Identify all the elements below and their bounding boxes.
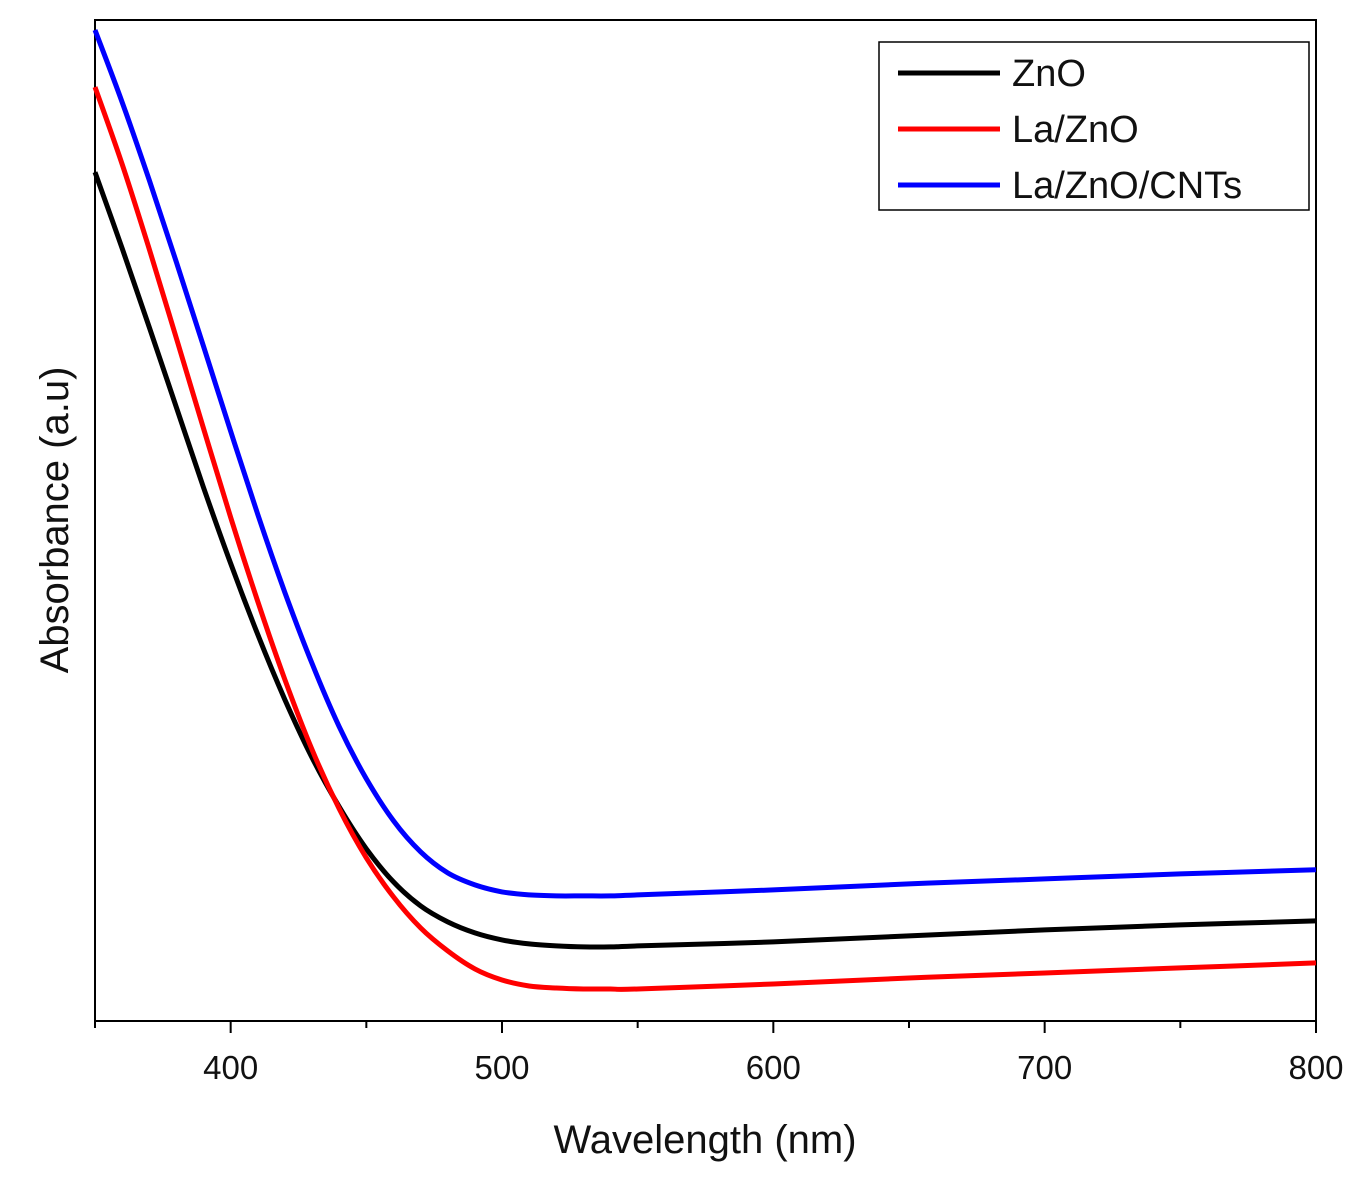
- y-axis-title: Absorbance (a.u): [33, 367, 77, 674]
- x-tick-label: 800: [1288, 1049, 1343, 1086]
- legend: ZnO La/ZnO La/ZnO/CNTs: [878, 41, 1310, 211]
- legend-label-2: La/ZnO/CNTs: [1012, 165, 1242, 207]
- series-line-1: [92, 86, 1317, 992]
- x-tick-label: 600: [746, 1049, 801, 1086]
- x-tick-label: 500: [474, 1049, 529, 1086]
- x-axis-ticks: 400 500 600 700 800: [94, 1021, 1344, 1086]
- x-tick-label: 700: [1017, 1049, 1072, 1086]
- x-tick-label: 400: [203, 1049, 258, 1086]
- plot-frame: [94, 19, 1317, 1022]
- legend-box: [878, 41, 1310, 211]
- series-line-2: [92, 29, 1317, 899]
- legend-label-1: La/ZnO: [1012, 109, 1139, 151]
- legend-label-0: ZnO: [1012, 53, 1086, 95]
- series-line-0: [92, 171, 1317, 950]
- x-axis-title: Wavelength (nm): [553, 1118, 856, 1162]
- series-layer: [92, 29, 1317, 992]
